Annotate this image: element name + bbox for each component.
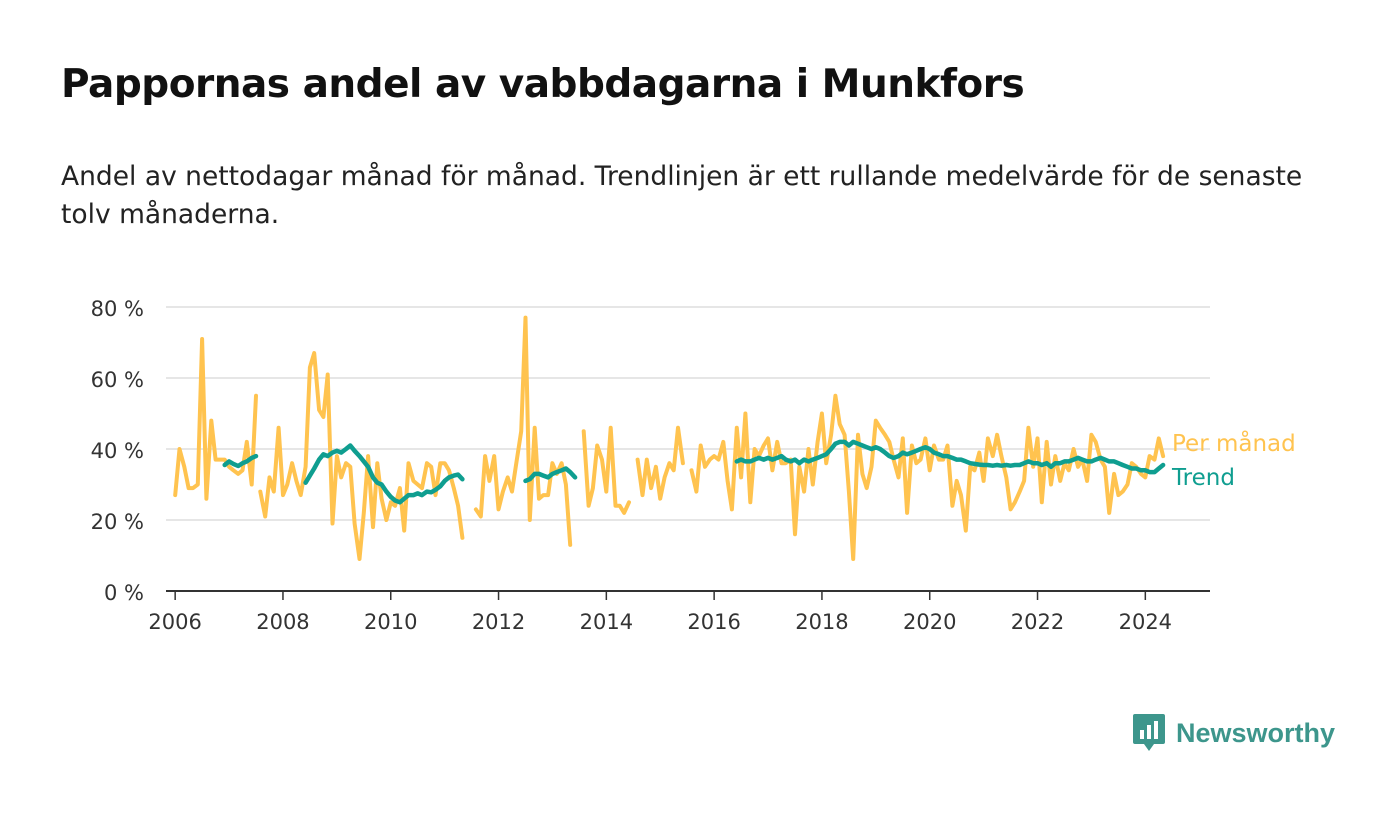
x-tick-label: 2024 (1119, 610, 1172, 634)
x-tick-label: 2020 (903, 610, 956, 634)
x-tick-label: 2014 (580, 610, 633, 634)
gridlines (166, 306, 1210, 521)
y-tick-label: 20 % (91, 510, 144, 534)
legend: Per månad Trend (1171, 429, 1296, 491)
x-tick-label: 2010 (364, 610, 417, 634)
y-tick-label: 60 % (91, 368, 144, 392)
y-tick-label: 0 % (104, 581, 144, 605)
legend-label-per-manad: Per månad (1172, 429, 1296, 457)
x-tick-label: 2018 (795, 610, 848, 634)
chart-title: Pappornas andel av vabbdagarna i Munkfor… (61, 62, 1025, 107)
x-tick-label: 2022 (1011, 610, 1064, 634)
brand-name: Newsworthy (1176, 717, 1336, 748)
legend-label-trend: Trend (1171, 465, 1235, 491)
y-tick-label: 80 % (91, 297, 144, 321)
y-axis-labels: 0 % 20 % 40 % 60 % 80 % (91, 297, 144, 605)
chart-subtitle: Andel av nettodagar månad för månad. Tre… (61, 161, 1303, 230)
x-tick-label: 2008 (256, 610, 309, 634)
x-tick-label: 2016 (687, 610, 740, 634)
y-tick-label: 40 % (91, 439, 144, 463)
x-tick-label: 2006 (148, 610, 201, 634)
series-lines (173, 315, 1166, 561)
x-tick-label: 2012 (472, 610, 525, 634)
x-axis: 2006 2008 2010 2012 2014 2016 2018 2020 2022 2024 (148, 590, 1210, 634)
series-line-trend (222, 439, 1166, 505)
newsworthy-brand[interactable]: Newsworthy (1132, 712, 1335, 754)
series-line-per-manad (173, 315, 1166, 561)
newsworthy-logo-icon (1133, 714, 1165, 751)
